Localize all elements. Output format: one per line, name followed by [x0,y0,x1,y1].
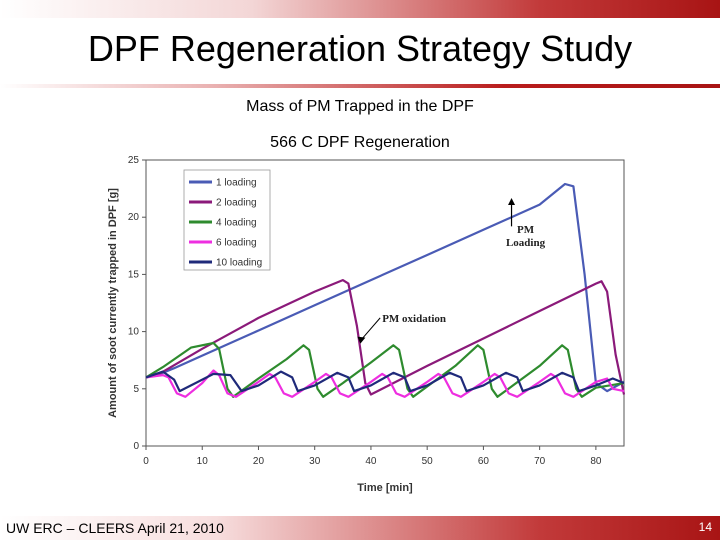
y-tick-label: 25 [128,155,140,166]
pm-loading-label-line2: Loading [506,237,546,249]
series-line-4-loading [145,341,625,398]
plot-frame [145,159,625,447]
title-divider [0,84,720,88]
x-tick-label: 0 [143,456,149,467]
page-number: 14 [698,520,712,534]
chart-axes: 0 5 10 15 20 25 0 10 20 30 40 50 60 70 80 Time [min] Amo… [107,155,625,494]
pm-oxidation-arrowhead [357,336,366,344]
pm-mass-chart: 0 5 10 15 20 25 0 10 20 30 40 50 60 70 80 Time [min] Amo… [107,155,626,494]
pm-loading-label: PM [517,224,535,236]
chart-legend: 1 loading 2 loading 4 loading 6 loading 10 l… [183,169,271,271]
legend-label: 2 loading [216,198,257,209]
series-line-1-loading [145,182,625,393]
chart-subtitle-2: 566 C DPF Regeneration [270,134,450,151]
x-tick-label: 60 [478,456,490,467]
y-tick-label: 0 [133,441,139,452]
pm-loading-arrowhead [508,198,516,206]
chart-subtitle-1: Mass of PM Trapped in the DPF [246,98,474,115]
x-tick-label: 70 [534,456,546,467]
y-tick-label: 10 [128,327,140,338]
series-line-10-loading [145,370,625,393]
footer-decor-bar [0,516,720,540]
footer-text: UW ERC – CLEERS April 21, 2010 [6,520,224,536]
legend-label: 4 loading [216,218,257,229]
legend-label: 10 loading [216,258,262,269]
series-line-2-loading [145,279,626,396]
x-tick-label: 30 [309,456,321,467]
chart-series [145,182,626,398]
legend-label: 1 loading [216,178,257,189]
y-axis-label: Amount of soot currently trapped in DPF … [107,188,119,418]
x-axis-label: Time [min] [357,482,413,494]
legend-label: 6 loading [216,238,257,249]
x-tick-label: 40 [365,456,377,467]
y-tick-label: 15 [128,269,140,280]
pm-oxidation-arrow [361,317,381,340]
x-tick-label: 10 [197,456,209,467]
x-tick-label: 20 [253,456,265,467]
slide-title: DPF Regeneration Strategy Study [87,28,633,69]
pm-oxidation-label: PM oxidation [382,313,446,325]
x-tick-label: 50 [422,456,434,467]
legend-box [183,169,271,271]
x-tick-label: 80 [590,456,602,467]
y-tick-label: 20 [128,212,140,223]
top-decor-bar [0,0,720,18]
series-line-6-loading [145,369,625,398]
y-tick-label: 5 [133,384,139,395]
